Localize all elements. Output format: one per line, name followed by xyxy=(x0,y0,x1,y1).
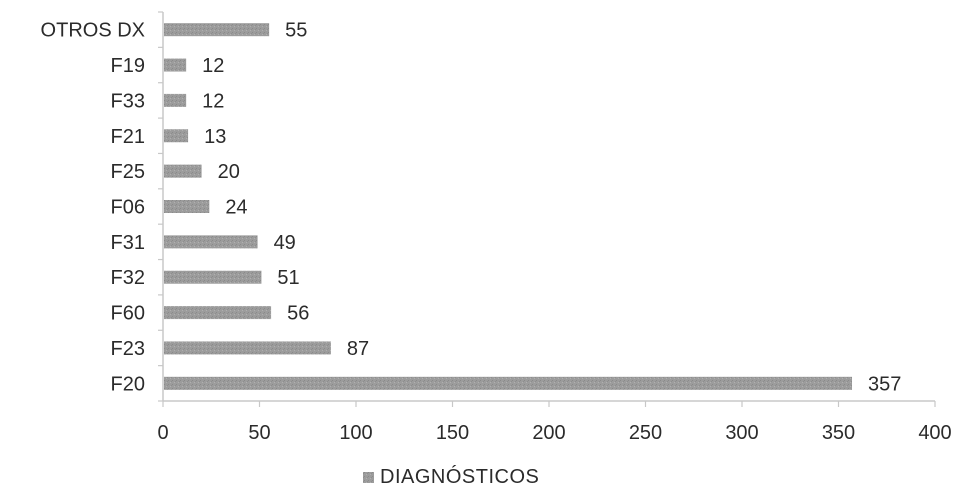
data-label: 56 xyxy=(287,303,309,325)
bar-f25 xyxy=(164,164,202,178)
x-tick-label: 150 xyxy=(436,422,469,444)
data-label: 87 xyxy=(347,338,369,360)
category-label: F06 xyxy=(111,197,145,219)
category-label: F25 xyxy=(111,161,145,183)
bar-otros-dx xyxy=(164,23,270,37)
bar-f19 xyxy=(164,58,187,72)
value-labels: 357 87 56 51 49 24 20 13 12 12 55 xyxy=(202,20,901,396)
bar-f20 xyxy=(164,376,853,390)
bar-f06 xyxy=(164,200,210,213)
data-label: 12 xyxy=(202,55,224,77)
x-tick-label: 250 xyxy=(629,422,662,444)
x-tick-label: 350 xyxy=(822,422,855,444)
bars-group xyxy=(164,23,853,390)
data-label: 24 xyxy=(225,197,247,219)
legend-label: DIAGNÓSTICOS xyxy=(380,465,539,488)
data-label: 49 xyxy=(274,232,296,254)
category-label: F31 xyxy=(111,232,145,254)
category-label: F32 xyxy=(111,267,145,289)
category-label: F21 xyxy=(111,126,145,148)
data-label: 20 xyxy=(218,161,240,183)
data-label: 55 xyxy=(285,20,307,42)
category-label: F19 xyxy=(111,55,145,77)
data-label: 13 xyxy=(204,126,226,148)
x-axis-ticks: 0 50 100 150 200 250 300 350 400 xyxy=(157,401,952,444)
bar-f60 xyxy=(164,306,272,320)
bar-f31 xyxy=(164,235,258,249)
data-label: 357 xyxy=(868,373,901,395)
x-tick-label: 400 xyxy=(918,422,951,444)
x-tick-label: 0 xyxy=(157,422,168,444)
data-label: 12 xyxy=(202,90,224,112)
legend-swatch xyxy=(363,472,374,483)
bar-f21 xyxy=(164,129,189,143)
x-tick-label: 200 xyxy=(532,422,565,444)
category-label: F60 xyxy=(111,303,145,325)
x-tick-label: 100 xyxy=(339,422,372,444)
bar-f33 xyxy=(164,93,187,107)
category-label: F20 xyxy=(111,373,145,395)
bar-f23 xyxy=(164,341,331,355)
legend: DIAGNÓSTICOS xyxy=(363,465,539,488)
category-label: OTROS DX xyxy=(41,20,145,42)
bar-f32 xyxy=(164,270,262,284)
data-label: 51 xyxy=(277,267,299,289)
category-label: F23 xyxy=(111,338,145,360)
category-labels: F20 F23 F60 F32 F31 F06 F25 F21 F33 F19 OTROS DX xyxy=(41,20,145,396)
category-label: F33 xyxy=(111,90,145,112)
x-tick-label: 300 xyxy=(725,422,758,444)
x-tick-label: 50 xyxy=(248,422,270,444)
